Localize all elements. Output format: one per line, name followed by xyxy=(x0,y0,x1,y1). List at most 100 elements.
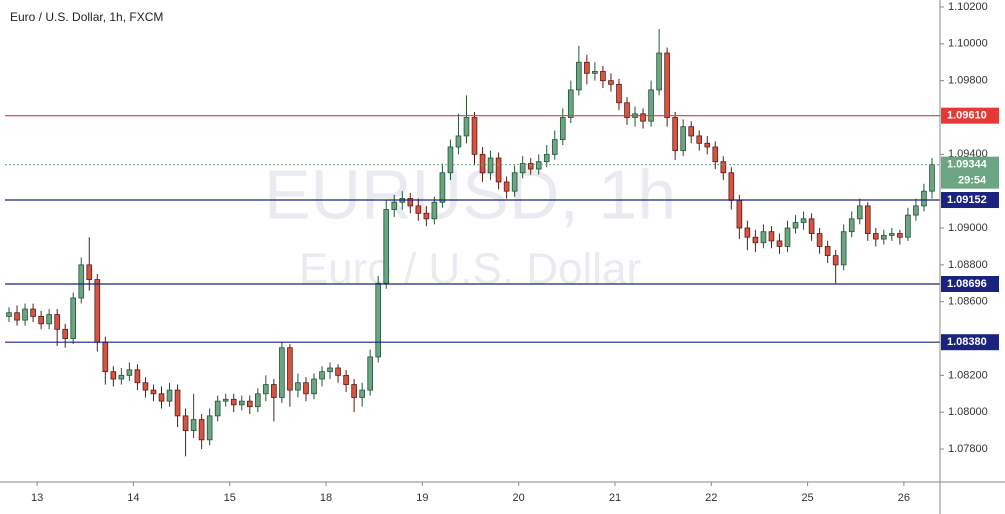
candle-body xyxy=(415,205,422,214)
candle-body xyxy=(664,52,670,118)
candle-body xyxy=(568,89,574,118)
candle-body xyxy=(840,231,847,266)
candle-body xyxy=(158,393,165,402)
candle-body xyxy=(616,83,622,104)
candle-body xyxy=(519,163,526,174)
y-tick-label: 1.08800 xyxy=(948,259,988,271)
candle-body xyxy=(439,172,446,203)
candle-body xyxy=(576,61,582,91)
level-box xyxy=(941,276,999,293)
candle-body xyxy=(648,89,654,122)
level-label: 1.09152 xyxy=(947,194,987,206)
candle-body xyxy=(704,142,711,148)
candle-body xyxy=(303,382,309,395)
candle-body xyxy=(881,234,887,240)
candle-body xyxy=(335,367,341,376)
candle-body xyxy=(487,157,494,174)
chart-title: Euro / U.S. Dollar, 1h, FXCM xyxy=(10,10,163,24)
candle-body xyxy=(800,218,807,223)
x-tick-label: 22 xyxy=(705,492,717,504)
candle-body xyxy=(166,389,173,402)
candle-body xyxy=(889,233,895,236)
y-tick-label: 1.10000 xyxy=(948,38,988,50)
candle-body xyxy=(246,400,253,408)
plot xyxy=(5,29,940,457)
candle-body xyxy=(672,117,678,152)
candle-body xyxy=(367,356,373,391)
watermark: EURUSD, 1h xyxy=(264,155,676,233)
candle-body xyxy=(86,264,93,280)
candle-body xyxy=(383,209,390,284)
x-tick-label: 26 xyxy=(898,492,910,504)
candle-body xyxy=(624,102,630,118)
candle-body xyxy=(784,227,791,247)
candle-body xyxy=(22,308,28,321)
candle-body xyxy=(319,371,325,380)
candle-body xyxy=(744,227,751,238)
y-tick-label: 1.09000 xyxy=(948,222,988,234)
candle-body xyxy=(287,347,293,391)
candle-body xyxy=(54,314,60,330)
candle-body xyxy=(471,117,478,155)
candle-body xyxy=(238,400,245,406)
candle-body xyxy=(110,371,117,380)
candle-body xyxy=(495,157,502,183)
candle-body xyxy=(608,80,614,85)
candle-body xyxy=(503,181,510,192)
candle-body xyxy=(905,214,911,238)
candle-body xyxy=(255,393,261,408)
candle-body xyxy=(768,231,775,242)
candle-body xyxy=(792,222,799,229)
x-tick-label: 21 xyxy=(609,492,621,504)
candle-body xyxy=(656,52,662,91)
candle-body xyxy=(351,384,357,398)
candle-body xyxy=(832,255,839,266)
level-label: 1.09610 xyxy=(947,110,987,122)
candle-body xyxy=(720,161,727,174)
candle-body xyxy=(511,172,518,192)
last-price-box xyxy=(941,156,999,189)
y-tick-label: 1.07800 xyxy=(948,443,988,455)
candle-body xyxy=(279,347,285,398)
countdown-label: 29:54 xyxy=(958,175,987,187)
candle-body xyxy=(263,384,269,395)
candle-body xyxy=(391,201,398,210)
candle-body xyxy=(182,415,189,432)
candle-body xyxy=(198,419,205,441)
candle-body xyxy=(816,233,823,247)
candle-body xyxy=(214,400,221,417)
candle-body xyxy=(551,139,558,155)
candle-body xyxy=(407,198,414,207)
level-box xyxy=(941,192,999,209)
candle-body xyxy=(30,308,36,317)
candle-body xyxy=(38,316,44,325)
candle-body xyxy=(688,126,695,137)
candle-body xyxy=(102,341,109,373)
level-box xyxy=(941,334,999,351)
candle-body xyxy=(776,240,783,247)
candle-body xyxy=(760,231,767,244)
candle-body xyxy=(327,367,333,373)
candle-body xyxy=(824,246,831,257)
candle-body xyxy=(535,161,542,170)
candle-body xyxy=(150,389,157,395)
candle-body xyxy=(78,264,85,299)
candle-body xyxy=(921,190,927,207)
candle-body xyxy=(142,382,149,391)
x-tick-label: 19 xyxy=(416,492,428,504)
candle-body xyxy=(872,233,879,240)
candle-body xyxy=(447,146,454,174)
candle-body xyxy=(174,389,181,417)
candle-body xyxy=(271,384,277,398)
candle-body xyxy=(343,374,349,385)
candle-body xyxy=(375,282,382,358)
candle-body xyxy=(527,163,534,170)
candle-body xyxy=(728,172,735,201)
candle-body xyxy=(736,199,743,229)
x-tick-label: 15 xyxy=(224,492,236,504)
y-tick-label: 1.10200 xyxy=(948,1,988,13)
candle-body xyxy=(190,419,197,432)
candle-body xyxy=(206,415,213,441)
watermark-subtitle: Euro / U.S. Dollar xyxy=(299,245,641,294)
